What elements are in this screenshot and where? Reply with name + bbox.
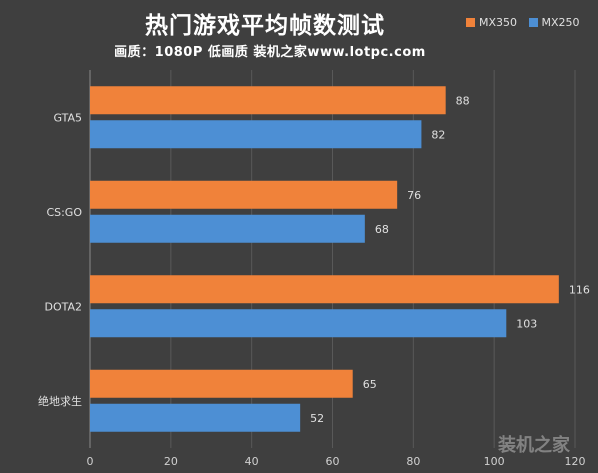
data-label: 68 <box>375 223 389 236</box>
bar-mx350 <box>90 86 446 115</box>
legend-item-mx350: MX350 <box>466 16 517 29</box>
data-label: 116 <box>569 283 590 296</box>
x-tick-label: 100 <box>484 455 505 468</box>
bar-mx350 <box>90 369 353 398</box>
legend-label-mx250: MX250 <box>541 16 580 29</box>
data-label: 52 <box>310 412 324 425</box>
x-tick-label: 20 <box>164 455 178 468</box>
watermark: 装机之家 <box>498 435 570 456</box>
data-label: 65 <box>363 378 377 391</box>
data-label: 88 <box>456 94 470 107</box>
legend-item-mx250: MX250 <box>528 16 580 29</box>
bar-mx250 <box>90 214 365 243</box>
legend: MX350 MX250 <box>466 16 588 30</box>
bar-mx350 <box>90 180 398 209</box>
category-label: DOTA2 <box>44 300 82 313</box>
x-tick-label: 80 <box>406 455 420 468</box>
category-label: GTA5 <box>53 111 82 124</box>
bar-mx250 <box>90 403 301 432</box>
data-label: 103 <box>516 317 537 330</box>
bar-mx250 <box>90 309 507 338</box>
x-tick-label: 40 <box>245 455 259 468</box>
chart-title: 热门游戏平均帧数测试 <box>145 13 385 39</box>
bar-mx250 <box>90 120 422 149</box>
data-label: 82 <box>431 128 445 141</box>
bar-mx350 <box>90 275 559 304</box>
x-tick-label: 0 <box>87 455 94 468</box>
legend-swatch-mx250 <box>528 18 538 27</box>
legend-swatch-mx350 <box>466 18 475 27</box>
data-label: 76 <box>407 189 421 202</box>
chart-subtitle: 画质：1080P 低画质 装机之家www.lotpc.com <box>114 45 426 60</box>
category-label: 绝地求生 <box>38 394 82 408</box>
category-label: CS:GO <box>46 206 82 219</box>
legend-label-mx350: MX350 <box>479 16 518 29</box>
x-tick-label: 120 <box>565 455 586 468</box>
x-tick-label: 60 <box>326 455 340 468</box>
